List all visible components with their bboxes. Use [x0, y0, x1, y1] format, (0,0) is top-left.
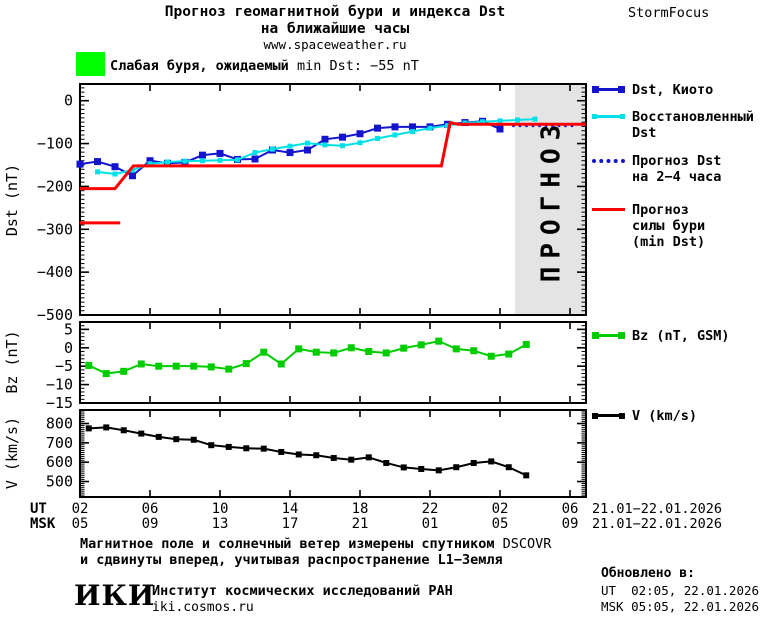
note1-ru: Магнитное поле и солнечный ветер измерен…	[80, 536, 503, 552]
svg-text:−500: −500	[37, 306, 73, 324]
svg-text:01: 01	[422, 516, 439, 532]
svg-text:02: 02	[72, 501, 89, 517]
legend-dst-kyoto-label: Dst, Киото	[632, 82, 714, 98]
svg-text:05: 05	[492, 516, 509, 532]
forecast-region-label: ПРОГНОЗ	[537, 117, 567, 283]
svg-text:09: 09	[142, 516, 159, 532]
iki-logo: ИКИ	[74, 579, 156, 612]
svg-text:V (km/s): V (km/s)	[3, 417, 21, 489]
note1-satellite: DSCOVR	[502, 536, 552, 552]
svg-text:02: 02	[492, 501, 509, 517]
svg-text:−400: −400	[37, 263, 73, 281]
legend-storm-forecast: Прогноз силы бури (min Dst)	[592, 202, 705, 250]
legend-forecast-line2: на 2−4 часа	[632, 169, 722, 185]
source-website: www.spaceweather.ru	[263, 37, 407, 52]
svg-text:18: 18	[352, 501, 369, 517]
forecast-dst-dotted-line-icon	[592, 159, 625, 163]
svg-text:17: 17	[282, 516, 299, 532]
legend-storm-line2: силы бури	[632, 218, 706, 234]
legend-storm-line1: Прогноз	[632, 202, 689, 218]
svg-text:−15: −15	[46, 394, 73, 412]
legend-forecast-line1: Прогноз Dst	[632, 153, 722, 169]
svg-text:MSK: MSK	[30, 516, 56, 532]
svg-text:Dst (nT): Dst (nT)	[3, 164, 21, 236]
institute-name: Институт космических исследований РАН	[152, 583, 453, 599]
storm-alert-min-dst: min Dst: −55 nT	[296, 58, 419, 74]
svg-text:−10: −10	[46, 376, 73, 394]
svg-text:21.01−22.01.2026: 21.01−22.01.2026	[592, 501, 722, 517]
storm-level-swatch	[76, 52, 105, 76]
storm-alert-ru: Слабая буря, ожидаемый	[110, 58, 297, 74]
svg-text:21.01−22.01.2026: 21.01−22.01.2026	[592, 516, 722, 532]
restored-dst-line-icon	[592, 114, 625, 119]
svg-text:UT: UT	[30, 501, 47, 517]
svg-text:700: 700	[46, 434, 73, 452]
legend-v: V (km/s)	[592, 408, 697, 424]
updated-time-ut: UT 02:05, 22.01.2026	[601, 583, 760, 598]
legend-storm-line3: (min Dst)	[632, 234, 706, 250]
svg-text:5: 5	[64, 320, 73, 338]
svg-text:600: 600	[46, 453, 73, 471]
svg-text:Bz (nT): Bz (nT)	[3, 330, 21, 393]
data-source-note-line1: Магнитное поле и солнечный ветер измерен…	[80, 536, 551, 552]
legend-dst-kyoto: Dst, Киото	[592, 82, 713, 98]
data-source-note-line2: и сдвинуты вперед, учитывая распростране…	[80, 552, 503, 568]
svg-text:06: 06	[142, 501, 159, 517]
svg-text:10: 10	[212, 501, 229, 517]
svg-text:05: 05	[72, 516, 89, 532]
svg-text:−5: −5	[55, 357, 73, 375]
updated-label: Обновлено в:	[601, 566, 695, 581]
svg-text:13: 13	[212, 516, 229, 532]
svg-text:09: 09	[562, 516, 579, 532]
institute-website: iki.cosmos.ru	[152, 600, 254, 615]
updated-time-msk: MSK 05:05, 22.01.2026	[601, 599, 760, 614]
legend-bz-label: Bz (nT, GSM)	[632, 328, 730, 344]
legend-restored-line2: Dst	[632, 125, 657, 141]
svg-text:06: 06	[562, 501, 579, 517]
svg-text:14: 14	[282, 501, 299, 517]
legend-restored-dst: Восстановленный Dst	[592, 109, 754, 141]
storm-alert-text: Слабая буря, ожидаемый min Dst: −55 nT	[110, 58, 419, 74]
page-title-line1: Прогноз геомагнитной бури и индекса Dst	[164, 4, 506, 20]
svg-text:800: 800	[46, 415, 73, 433]
svg-text:500: 500	[46, 473, 73, 491]
svg-text:−300: −300	[37, 220, 73, 238]
legend-bz: Bz (nT, GSM)	[592, 328, 730, 344]
svg-text:−200: −200	[37, 177, 73, 195]
brand-label: StormFocus	[628, 5, 710, 21]
svg-text:21: 21	[352, 516, 369, 532]
dst-kyoto-line-icon	[592, 86, 625, 93]
svg-text:0: 0	[64, 92, 73, 110]
legend-v-label: V (km/s)	[632, 408, 698, 424]
bz-line-icon	[592, 332, 625, 339]
page-title-line2: на ближайшие часы	[260, 21, 410, 37]
svg-text:22: 22	[422, 501, 439, 517]
storm-forecast-line-icon	[592, 208, 625, 211]
svg-text:0: 0	[64, 339, 73, 357]
legend-restored-line1: Восстановленный	[632, 109, 754, 125]
svg-text:−100: −100	[37, 135, 73, 153]
v-line-icon	[592, 412, 625, 419]
legend-forecast-dst: Прогноз Dst на 2−4 часа	[592, 153, 721, 185]
